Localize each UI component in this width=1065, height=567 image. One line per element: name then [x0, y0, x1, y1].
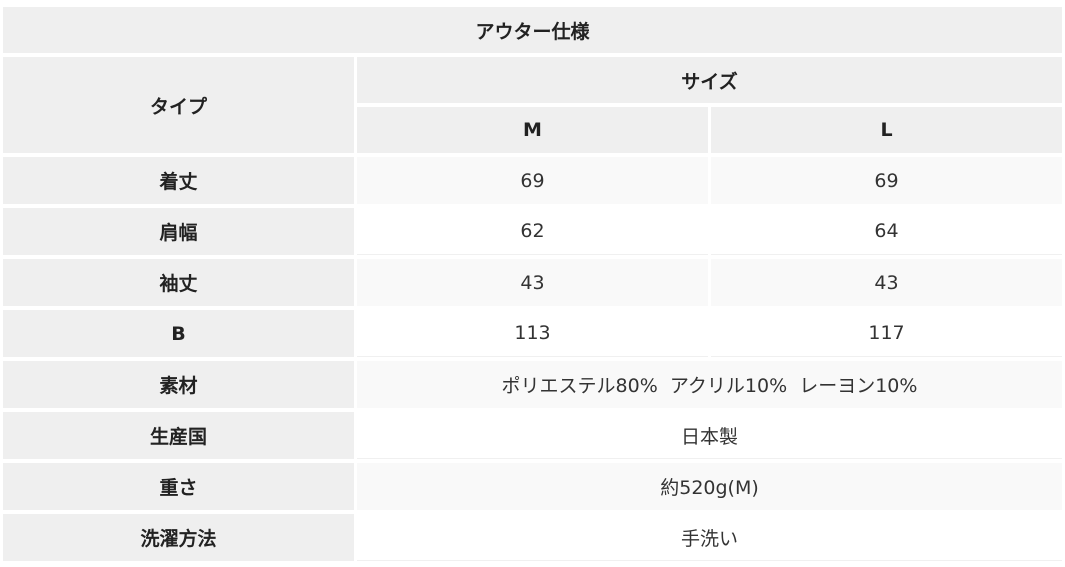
weight-value: 約520g(M)	[357, 463, 1063, 510]
row-label: 袖丈	[3, 259, 354, 306]
value-l: 43	[711, 259, 1063, 306]
value-m: 113	[357, 310, 708, 357]
title-row: アウター仕様	[3, 7, 1063, 53]
table-row: 肩幅 62 64	[3, 208, 1063, 255]
row-label: 肩幅	[3, 208, 354, 255]
material-value: ポリエステル80% アクリル10% レーヨン10%	[357, 361, 1063, 408]
value-l: 64	[711, 208, 1063, 255]
row-label: 素材	[3, 361, 354, 408]
table-row: 袖丈 43 43	[3, 259, 1063, 306]
value-m: 62	[357, 208, 708, 255]
row-label: 重さ	[3, 463, 354, 510]
size-m-header: M	[357, 107, 708, 153]
row-label: 洗濯方法	[3, 514, 354, 561]
washing-value: 手洗い	[357, 514, 1063, 561]
table-title: アウター仕様	[3, 7, 1063, 53]
table-row: 生産国 日本製	[3, 412, 1063, 459]
value-m: 69	[357, 157, 708, 204]
size-header: サイズ	[357, 57, 1063, 103]
table-row: 素材 ポリエステル80% アクリル10% レーヨン10%	[3, 361, 1063, 408]
value-m: 43	[357, 259, 708, 306]
row-label: B	[3, 310, 354, 357]
table-row: 洗濯方法 手洗い	[3, 514, 1063, 561]
value-l: 117	[711, 310, 1063, 357]
value-l: 69	[711, 157, 1063, 204]
size-l-header: L	[711, 107, 1063, 153]
size-header-row: タイプ サイズ	[3, 57, 1063, 153]
table-row: 重さ 約520g(M)	[3, 463, 1063, 510]
outer-spec-table: アウター仕様 タイプ サイズ M L 着丈 69 69 肩幅 62 64 袖丈 …	[0, 3, 1065, 565]
country-value: 日本製	[357, 412, 1063, 459]
table-row: B 113 117	[3, 310, 1063, 357]
table-row: 着丈 69 69	[3, 157, 1063, 204]
size-labels-row: M L	[3, 107, 1063, 153]
row-label: 生産国	[3, 412, 354, 459]
type-header: タイプ	[3, 57, 354, 153]
row-label: 着丈	[3, 157, 354, 204]
